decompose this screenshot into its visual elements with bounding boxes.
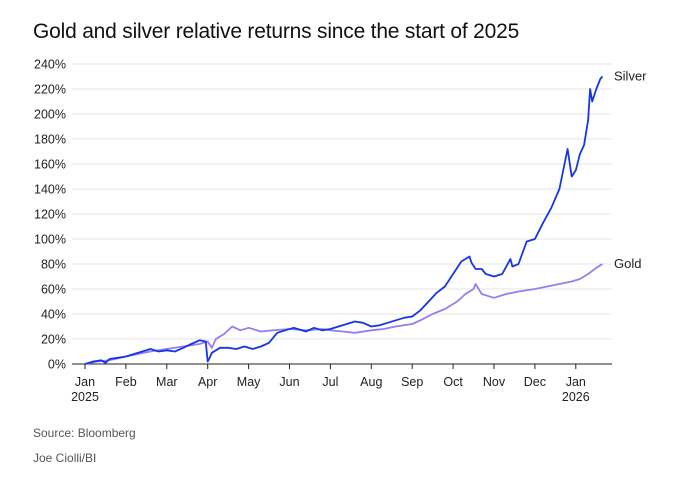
y-tick-label: 80% [41, 258, 66, 272]
y-tick-label: 180% [34, 133, 66, 147]
x-tick-label: Oct [443, 375, 463, 389]
series-label-gold: Gold [614, 256, 641, 271]
series-line-silver [84, 75, 604, 365]
x-tick-label: Aug [360, 375, 382, 389]
x-tick-year-label: 2025 [71, 390, 99, 404]
x-tick-label: Jan [566, 375, 586, 389]
y-tick-label: 40% [41, 308, 66, 322]
x-tick-label: Sep [401, 375, 423, 389]
x-tick-label: Mar [156, 375, 178, 389]
y-tick-label: 220% [34, 83, 66, 97]
y-axis: 0% 20% 40% 60% 80% 100% 120% 140% 160% 180% 200% 22… [34, 58, 66, 372]
y-tick-label: 100% [34, 233, 66, 247]
x-tick-label: Feb [115, 375, 137, 389]
series-lines [84, 75, 604, 365]
x-tick-year-label: 2026 [562, 390, 590, 404]
y-tick-label: 120% [34, 208, 66, 222]
x-tick-label: Nov [483, 375, 506, 389]
series-labels: Gold Silver [614, 69, 647, 272]
y-tick-label: 200% [34, 108, 66, 122]
source-note: Source: Bloomberg [33, 426, 136, 440]
credit-note: Joe Ciolli/BI [33, 451, 97, 465]
x-tick-label: Apr [198, 375, 217, 389]
x-tick-label: Dec [524, 375, 546, 389]
y-tick-label: 140% [34, 183, 66, 197]
x-tick-label: May [237, 375, 261, 389]
series-label-silver: Silver [614, 69, 647, 84]
x-tick-label: Jun [279, 375, 299, 389]
series-line-gold [84, 263, 603, 365]
x-tick-label: Jul [322, 375, 338, 389]
y-tick-label: 20% [41, 333, 66, 347]
y-tick-label: 0% [48, 358, 66, 372]
chart-title: Gold and silver relative returns since t… [33, 20, 520, 43]
x-tick-label: Jan [75, 375, 95, 389]
y-tick-label: 60% [41, 283, 66, 297]
y-tick-label: 160% [34, 158, 66, 172]
y-tick-label: 240% [34, 58, 66, 72]
gridlines [72, 63, 612, 365]
